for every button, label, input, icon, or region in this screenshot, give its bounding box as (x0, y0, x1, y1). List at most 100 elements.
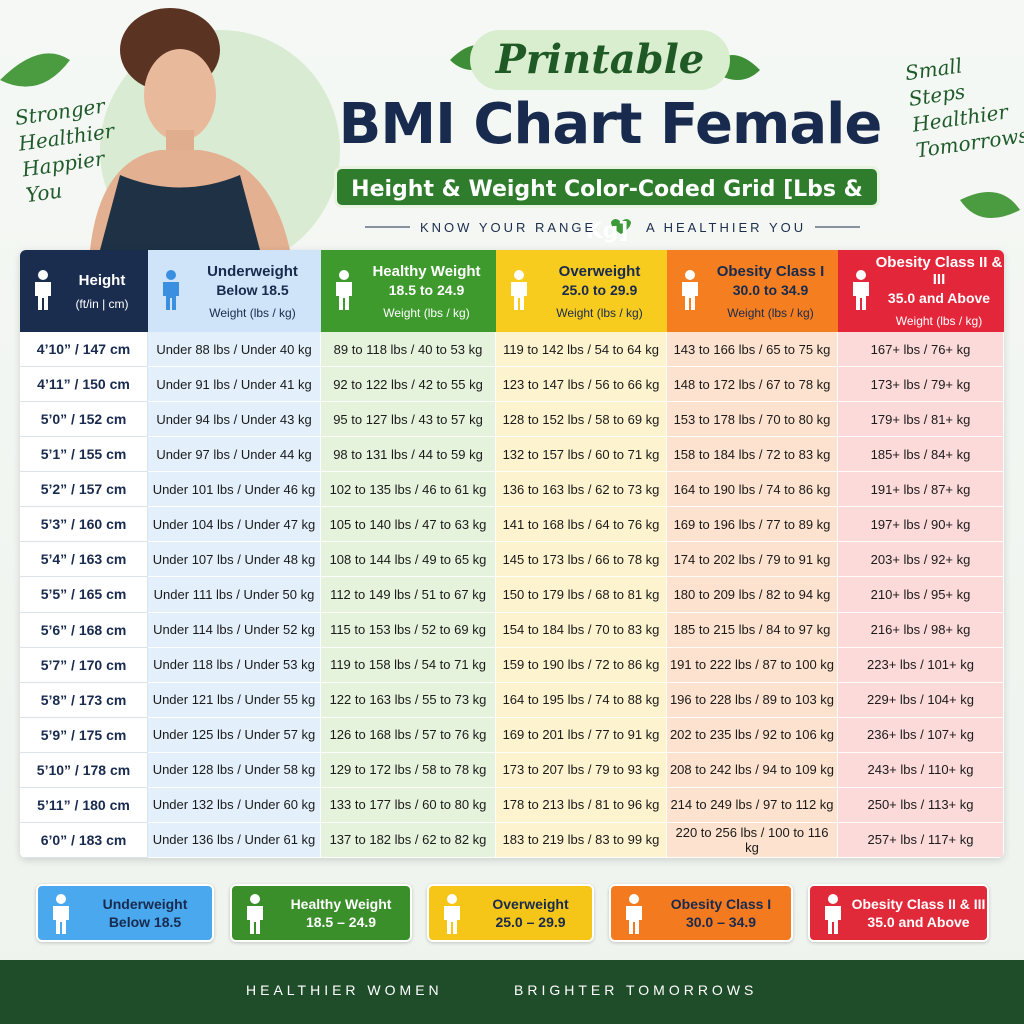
weight-cell: 243+ lbs / 110+ kg (838, 752, 1004, 788)
weight-cell: 145 to 173 lbs / 66 to 78 kg (496, 542, 667, 578)
weight-cell: 128 to 152 lbs / 58 to 69 kg (496, 402, 667, 438)
weight-cell: 250+ lbs / 113+ kg (838, 787, 1004, 823)
weight-cell: 191+ lbs / 87+ kg (838, 472, 1004, 508)
weight-cell: 223+ lbs / 101+ kg (838, 647, 1004, 683)
person-icon (53, 894, 69, 934)
weight-cell: 169 to 196 lbs / 77 to 89 kg (667, 507, 838, 543)
legend-range: 35.0 and Above (867, 914, 970, 930)
tagline: KNOW YOUR RANGE (420, 220, 597, 235)
person-icon (163, 270, 179, 310)
weight-cell: 92 to 122 lbs / 42 to 55 kg (321, 367, 496, 403)
legend-title: Underweight (102, 896, 188, 912)
weight-cell: 178 to 213 lbs / 81 to 96 kg (496, 787, 667, 823)
weight-cell: 123 to 147 lbs / 56 to 66 kg (496, 367, 667, 403)
height-cell: 4’11” / 150 cm (20, 367, 148, 403)
weight-cell: 185+ lbs / 84+ kg (838, 437, 1004, 473)
column-header: Obesity Class II & III 35.0 and Above Weig… (838, 250, 1004, 332)
weight-cell: 102 to 135 lbs / 46 to 61 kg (321, 472, 496, 508)
column-header: Overweight 25.0 to 29.9 Weight (lbs / kg) (496, 250, 667, 332)
footer-text: BRIGHTER TOMORROWS (514, 982, 758, 998)
weight-cell: 132 to 157 lbs / 60 to 71 kg (496, 437, 667, 473)
weight-cell: Under 97 lbs / Under 44 kg (148, 437, 321, 473)
weight-cell: Under 114 lbs / Under 52 kg (148, 612, 321, 648)
weight-cell: 197+ lbs / 90+ kg (838, 507, 1004, 543)
weight-cell: 159 to 190 lbs / 72 to 86 kg (496, 647, 667, 683)
legend-title: Healthy Weight (290, 896, 392, 912)
side-text: Small Steps Healthier Tomorrows (903, 45, 1024, 164)
weight-cell: 185 to 215 lbs / 84 to 97 kg (667, 612, 838, 648)
weight-cell: 143 to 166 lbs / 65 to 75 kg (667, 332, 838, 368)
column-title: Overweight (558, 262, 641, 280)
column-title: Height (78, 271, 126, 289)
weight-cell: 129 to 172 lbs / 58 to 78 kg (321, 752, 496, 788)
column-title: Underweight (207, 262, 298, 280)
person-icon (444, 894, 460, 934)
legend-item: Underweight Below 18.5 (36, 884, 214, 942)
weight-cell: 122 to 163 lbs / 55 to 73 kg (321, 682, 496, 718)
weight-cell: 150 to 179 lbs / 68 to 81 kg (496, 577, 667, 613)
legend-range: 30.0 – 34.9 (685, 914, 757, 930)
height-cell: 5’9” / 175 cm (20, 717, 148, 753)
weight-cell: 183 to 219 lbs / 83 to 99 kg (496, 822, 667, 858)
column-title: Healthy Weight (372, 262, 481, 280)
weight-cell: 141 to 168 lbs / 64 to 76 kg (496, 507, 667, 543)
column-sub: Weight (lbs / kg) (727, 305, 814, 320)
weight-cell: 148 to 172 lbs / 67 to 78 kg (667, 367, 838, 403)
weight-cell: 216+ lbs / 98+ kg (838, 612, 1004, 648)
weight-cell: 105 to 140 lbs / 47 to 63 kg (321, 507, 496, 543)
height-cell: 5’4” / 163 cm (20, 542, 148, 578)
weight-cell: Under 125 lbs / Under 57 kg (148, 717, 321, 753)
weight-cell: 191 to 222 lbs / 87 to 100 kg (667, 647, 838, 683)
footer-band (0, 960, 1024, 1024)
height-cell: 5’7” / 170 cm (20, 647, 148, 683)
bmi-table: Height (ft/in | cm) Underweight Below 18.5 W… (20, 250, 1004, 858)
column-range: 35.0 and Above (887, 290, 991, 306)
side-text: Stronger Healthier Happier You (13, 92, 123, 208)
weight-cell: 119 to 158 lbs / 54 to 71 kg (321, 647, 496, 683)
weight-cell: 154 to 184 lbs / 70 to 83 kg (496, 612, 667, 648)
column-range: 30.0 to 34.9 (732, 281, 809, 298)
weight-cell: 180 to 209 lbs / 82 to 94 kg (667, 577, 838, 613)
weight-cell: 167+ lbs / 76+ kg (838, 332, 1004, 368)
legend-range: 25.0 – 29.9 (495, 914, 566, 930)
weight-cell: 126 to 168 lbs / 57 to 76 kg (321, 717, 496, 753)
tagline: A HEALTHIER YOU (646, 220, 807, 235)
weight-cell: 119 to 142 lbs / 54 to 64 kg (496, 332, 667, 368)
person-icon (682, 270, 698, 310)
column-title: Obesity Class I (716, 262, 825, 280)
column-sub: Weight (lbs / kg) (895, 314, 983, 328)
weight-cell: 210+ lbs / 95+ kg (838, 577, 1004, 613)
person-icon (825, 894, 841, 934)
column-sub: (ft/in | cm) (75, 296, 129, 311)
height-cell: 6’0” / 183 cm (20, 822, 148, 858)
column-sub: Weight (lbs / kg) (556, 305, 643, 320)
weight-cell: 115 to 153 lbs / 52 to 69 kg (321, 612, 496, 648)
weight-cell: 173 to 207 lbs / 79 to 93 kg (496, 752, 667, 788)
person-icon (336, 270, 352, 310)
weight-cell: Under 88 lbs / Under 40 kg (148, 332, 321, 368)
kicker: Printable (470, 30, 730, 90)
legend-title: Overweight (492, 896, 569, 912)
weight-cell: 89 to 118 lbs / 40 to 53 kg (321, 332, 496, 368)
column-sub: Weight (lbs / kg) (383, 305, 470, 320)
legend-range: 18.5 – 24.9 (305, 914, 377, 930)
weight-cell: 257+ lbs / 117+ kg (838, 822, 1004, 858)
weight-cell: 158 to 184 lbs / 72 to 83 kg (667, 437, 838, 473)
height-cell: 5’11” / 180 cm (20, 787, 148, 823)
height-cell: 5’5” / 165 cm (20, 577, 148, 613)
height-cell: 5’0” / 152 cm (20, 402, 148, 438)
column-range: 18.5 to 24.9 (388, 281, 465, 298)
weight-cell: Under 128 lbs / Under 58 kg (148, 752, 321, 788)
column-range: 25.0 to 29.9 (561, 281, 638, 298)
weight-cell: Under 118 lbs / Under 53 kg (148, 647, 321, 683)
column-range: Below 18.5 (216, 281, 289, 298)
legend-range: Below 18.5 (108, 914, 182, 930)
person-icon (35, 270, 51, 310)
height-cell: 5’6” / 168 cm (20, 612, 148, 648)
column-sub: Weight (lbs / kg) (209, 305, 296, 320)
height-cell: 5’1” / 155 cm (20, 437, 148, 473)
weight-cell: 179+ lbs / 81+ kg (838, 402, 1004, 438)
weight-cell: 164 to 190 lbs / 74 to 86 kg (667, 472, 838, 508)
weight-cell: Under 104 lbs / Under 47 kg (148, 507, 321, 543)
